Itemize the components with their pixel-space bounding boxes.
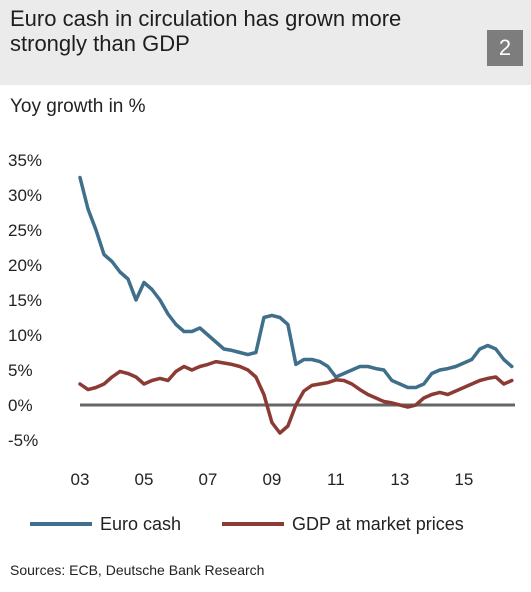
source-note: Sources: ECB, Deutsche Bank Research xyxy=(10,562,265,578)
x-tick-label: 11 xyxy=(327,470,345,489)
header-bar: Euro cash in circulation has grown more … xyxy=(0,0,531,85)
y-tick-label: 20% xyxy=(8,256,42,275)
x-tick-label: 05 xyxy=(135,470,154,489)
y-tick-label: 30% xyxy=(8,186,42,205)
x-tick-label: 13 xyxy=(390,470,409,489)
chart-title: Euro cash in circulation has grown more … xyxy=(10,6,402,56)
x-tick-label: 07 xyxy=(198,470,217,489)
figure-number-badge: 2 xyxy=(487,30,523,66)
euro-cash-line xyxy=(78,175,514,390)
legend-label: GDP at market prices xyxy=(292,514,464,534)
legend-label: Euro cash xyxy=(100,514,181,534)
y-tick-label: -5% xyxy=(8,431,38,450)
y-tick-label: 0% xyxy=(8,396,33,415)
x-tick-label: 03 xyxy=(71,470,90,489)
y-tick-label: 5% xyxy=(8,361,33,380)
gdp-line xyxy=(78,359,514,435)
y-tick-label: 10% xyxy=(8,326,42,345)
y-tick-label: 35% xyxy=(8,151,42,170)
y-tick-label: 15% xyxy=(8,291,42,310)
y-axis-unit-label: Yoy growth in % xyxy=(10,96,146,117)
x-tick-label: 09 xyxy=(262,470,281,489)
y-tick-label: 25% xyxy=(8,221,42,240)
line-chart: 35%30%25%20%15%10%5%0%-5%03 05 07 09 11 13 15 … xyxy=(8,151,515,534)
x-tick-label: 15 xyxy=(454,470,473,489)
